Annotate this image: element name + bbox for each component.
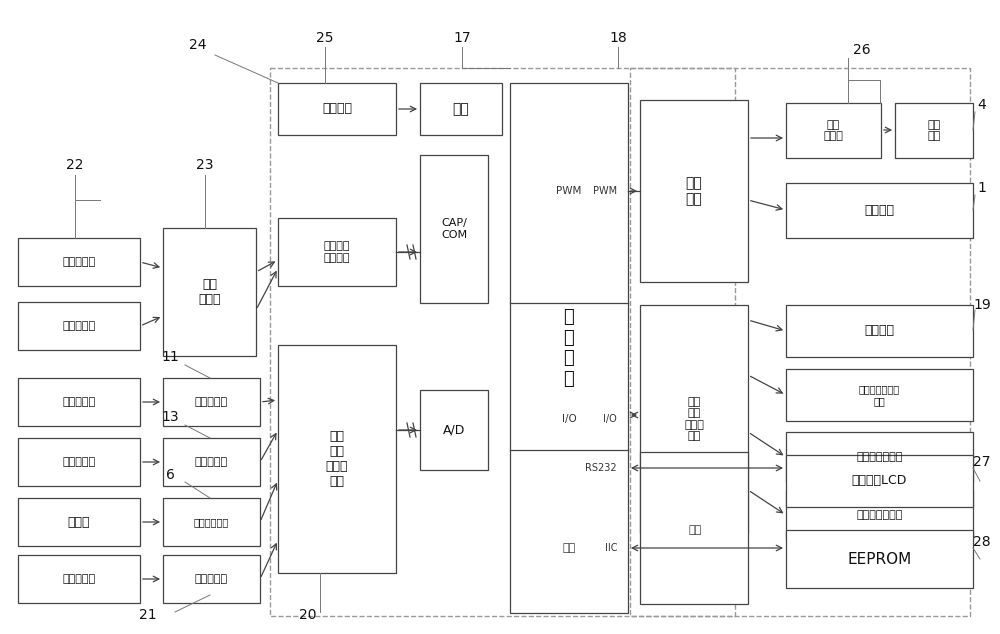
Bar: [786, 530, 973, 588]
Text: 21: 21: [139, 608, 157, 622]
Text: 角度传感器: 角度传感器: [195, 457, 228, 467]
Bar: [420, 155, 488, 303]
Bar: [163, 555, 260, 603]
Text: 转速测量
整形电路: 转速测量 整形电路: [324, 241, 350, 263]
Text: 人机界面LCD: 人机界面LCD: [852, 474, 907, 488]
Bar: [420, 390, 488, 470]
Text: IIC: IIC: [604, 543, 617, 553]
Text: 选档电机: 选档电机: [864, 204, 895, 217]
Text: RS232: RS232: [585, 463, 617, 473]
Bar: [18, 238, 140, 286]
Text: 功能选择: 功能选择: [864, 325, 895, 337]
Text: 转速
传感器: 转速 传感器: [198, 278, 221, 306]
Text: 换档
电磁阀: 换档 电磁阀: [824, 120, 843, 141]
Bar: [278, 218, 396, 286]
Bar: [163, 228, 256, 356]
Bar: [640, 452, 748, 604]
Text: 模拟
量采
集处理
电路: 模拟 量采 集处理 电路: [326, 430, 348, 488]
Text: 20: 20: [299, 608, 317, 622]
Bar: [163, 498, 260, 546]
Text: 13: 13: [161, 410, 179, 424]
Bar: [18, 302, 140, 350]
Bar: [18, 378, 140, 426]
Text: 17: 17: [453, 31, 471, 45]
Bar: [420, 83, 502, 135]
Bar: [786, 490, 973, 540]
Text: 驱动
电路: 驱动 电路: [686, 176, 702, 206]
Text: 1: 1: [978, 181, 986, 195]
Text: 温度传感器: 温度传感器: [195, 574, 228, 584]
Text: 故障诊断及报警: 故障诊断及报警: [856, 510, 903, 520]
Text: 输入轴转速: 输入轴转速: [62, 257, 96, 267]
Text: 通信: 通信: [562, 543, 576, 553]
Text: 19: 19: [973, 298, 991, 312]
Text: 变速箱油温超限
处理: 变速箱油温超限 处理: [859, 384, 900, 406]
Bar: [163, 378, 260, 426]
Text: CAP/
COM: CAP/ COM: [441, 218, 467, 240]
Text: 11: 11: [161, 350, 179, 364]
Text: 电源模块: 电源模块: [322, 103, 352, 115]
Bar: [270, 68, 735, 616]
Text: 拉压力传感器: 拉压力传感器: [194, 517, 229, 527]
Text: I/O: I/O: [603, 414, 617, 424]
Text: 18: 18: [609, 31, 627, 45]
Text: 24: 24: [189, 38, 207, 52]
Text: 输出轴转速: 输出轴转速: [62, 321, 96, 331]
Text: 换档力: 换档力: [68, 515, 90, 529]
Text: 换档力超限处理: 换档力超限处理: [856, 452, 903, 462]
Text: 28: 28: [973, 535, 991, 549]
Bar: [786, 103, 881, 158]
Bar: [786, 432, 973, 482]
Bar: [18, 498, 140, 546]
Text: 开关
量采
集处理
电路: 开关 量采 集处理 电路: [684, 397, 704, 441]
Text: 微
控
制
器: 微 控 制 器: [564, 307, 574, 388]
Text: 选档轴转角: 选档轴转角: [62, 397, 96, 407]
Text: EEPROM: EEPROM: [847, 552, 912, 567]
Text: 22: 22: [66, 158, 84, 172]
Text: 角度传感器: 角度传感器: [195, 397, 228, 407]
Text: A/D: A/D: [443, 424, 465, 436]
Bar: [18, 555, 140, 603]
Text: 23: 23: [196, 158, 214, 172]
Bar: [278, 83, 396, 135]
Bar: [510, 83, 628, 613]
Bar: [786, 455, 973, 507]
Text: 通信: 通信: [688, 525, 702, 535]
Bar: [18, 438, 140, 486]
Bar: [895, 103, 973, 158]
Bar: [786, 369, 973, 421]
Text: 电源: 电源: [453, 102, 469, 116]
Bar: [786, 183, 973, 238]
Text: 换档
气缸: 换档 气缸: [927, 120, 941, 141]
Text: 26: 26: [853, 43, 871, 57]
Bar: [640, 305, 748, 533]
Text: 变速箱油温: 变速箱油温: [62, 574, 96, 584]
Text: I/O: I/O: [562, 414, 576, 424]
Bar: [278, 345, 396, 573]
Text: 25: 25: [316, 31, 334, 45]
Bar: [640, 100, 748, 282]
Bar: [786, 305, 973, 357]
Bar: [163, 438, 260, 486]
Text: PWM: PWM: [556, 186, 582, 196]
Text: 4: 4: [978, 98, 986, 112]
Text: 27: 27: [973, 455, 991, 469]
Bar: [630, 68, 970, 616]
Text: 6: 6: [166, 468, 174, 482]
Text: PWM: PWM: [593, 186, 617, 196]
Text: 换档杆转角: 换档杆转角: [62, 457, 96, 467]
